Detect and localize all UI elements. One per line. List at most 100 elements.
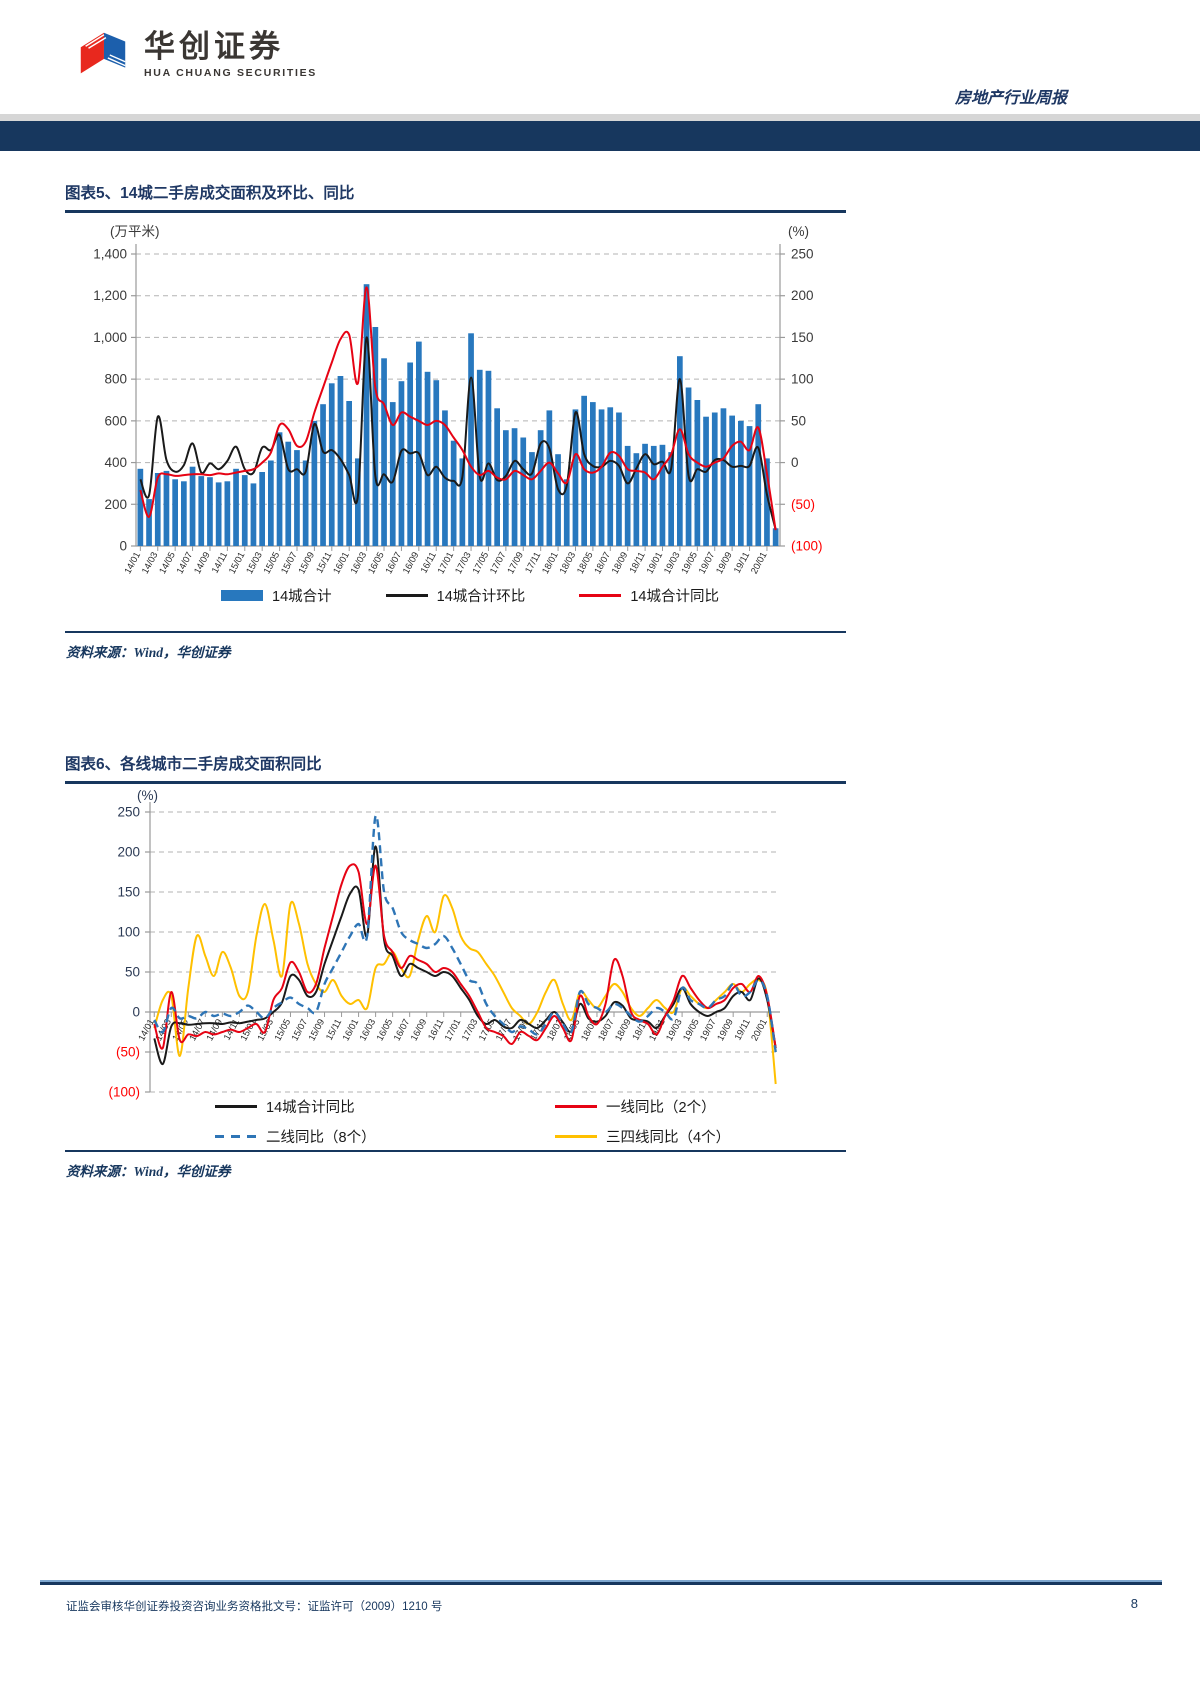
figure6-source: 资料来源：Wind，华创证券 <box>66 1164 231 1179</box>
legend-item-bar: 14城合计 <box>221 585 332 606</box>
svg-text:200: 200 <box>104 497 127 512</box>
svg-text:16/01: 16/01 <box>331 550 351 575</box>
svg-text:15/09: 15/09 <box>307 1017 327 1042</box>
legend-label: 三四线同比（4个） <box>606 1130 731 1146</box>
svg-text:14/03: 14/03 <box>140 550 160 575</box>
figure6-bottom-rule <box>65 1150 846 1152</box>
svg-text:15/03: 15/03 <box>244 550 264 575</box>
svg-text:17/03: 17/03 <box>453 550 473 575</box>
svg-text:17/05: 17/05 <box>471 550 491 575</box>
svg-text:1,400: 1,400 <box>93 247 127 262</box>
svg-text:(万平米): (万平米) <box>110 224 160 239</box>
footer-license-text: 证监会审核华创证券投资咨询业务资格批文号：证监许可（2009）1210 号 <box>66 1601 443 1613</box>
svg-text:50: 50 <box>125 965 140 980</box>
svg-text:20/01: 20/01 <box>749 1017 769 1042</box>
legend-swatch-blue-dashed-line <box>215 1134 257 1139</box>
legend-swatch-bar <box>221 590 264 601</box>
svg-text:18/03: 18/03 <box>558 550 578 575</box>
svg-text:600: 600 <box>104 413 127 428</box>
svg-text:19/09: 19/09 <box>715 1017 735 1042</box>
svg-text:(100): (100) <box>791 539 823 554</box>
legend-item-tier2: 二线同比（8个） <box>215 1126 555 1147</box>
page-number: 8 <box>1130 1596 1138 1611</box>
svg-text:16/05: 16/05 <box>366 550 386 575</box>
svg-text:14/01: 14/01 <box>122 550 142 575</box>
figure5-bottom-rule <box>65 631 846 633</box>
svg-text:19/03: 19/03 <box>662 550 682 575</box>
legend-label: 14城合计环比 <box>436 589 526 605</box>
legend-swatch-red-line <box>579 594 622 597</box>
svg-text:19/07: 19/07 <box>697 550 717 575</box>
legend-label: 二线同比（8个） <box>266 1130 376 1146</box>
svg-text:14/07: 14/07 <box>175 550 195 575</box>
svg-text:18/09: 18/09 <box>610 550 630 575</box>
figure6-title: 图表6、各线城市二手房成交面积同比 <box>65 752 846 784</box>
svg-text:18/01: 18/01 <box>540 550 560 575</box>
svg-text:15/01: 15/01 <box>227 550 247 575</box>
svg-text:400: 400 <box>104 455 127 470</box>
svg-text:800: 800 <box>104 372 127 387</box>
chart6-legend: 14城合计同比 一线同比（2个） 二线同比（8个） 三四线同比（4个） <box>80 1096 860 1147</box>
svg-text:(100): (100) <box>108 1085 140 1100</box>
svg-text:17/01: 17/01 <box>436 550 456 575</box>
svg-text:19/09: 19/09 <box>714 550 734 575</box>
svg-text:250: 250 <box>117 805 140 820</box>
legend-item-yoy: 14城合计同比 <box>579 585 719 606</box>
svg-text:19/05: 19/05 <box>679 550 699 575</box>
logo-cube-icon <box>80 31 126 74</box>
svg-text:18/07: 18/07 <box>592 550 612 575</box>
svg-text:(%): (%) <box>137 788 158 803</box>
figure5-source: 资料来源：Wind，华创证券 <box>66 645 231 660</box>
legend-swatch-red-line <box>555 1105 597 1108</box>
company-logo: 华创证券 HUA CHUANG SECURITIES <box>74 26 317 84</box>
footer-rule-light <box>40 1580 1162 1582</box>
svg-text:14/09: 14/09 <box>192 550 212 575</box>
svg-text:0: 0 <box>791 455 799 470</box>
svg-text:(%): (%) <box>788 224 809 239</box>
logo-text-cn: 华创证券 <box>144 28 284 64</box>
svg-text:14/09: 14/09 <box>204 1017 224 1042</box>
svg-text:200: 200 <box>117 845 140 860</box>
chart6-canvas: 250200150100500(50)(100)(%)14/0114/0314/… <box>108 788 780 1100</box>
legend-label: 14城合计同比 <box>266 1100 355 1116</box>
svg-text:1,000: 1,000 <box>93 330 127 345</box>
svg-text:50: 50 <box>791 413 806 428</box>
svg-text:1,200: 1,200 <box>93 288 127 303</box>
svg-text:18/05: 18/05 <box>575 550 595 575</box>
report-type-label: 房地产行业周报 <box>954 90 1067 107</box>
legend-swatch-yellow-line <box>555 1135 597 1138</box>
svg-text:17/09: 17/09 <box>511 1017 531 1042</box>
svg-text:250: 250 <box>791 247 814 262</box>
svg-text:100: 100 <box>117 925 140 940</box>
svg-text:16/03: 16/03 <box>349 550 369 575</box>
legend-item-mom: 14城合计环比 <box>385 585 526 606</box>
svg-text:(50): (50) <box>791 497 815 512</box>
footer-rule-navy <box>40 1582 1162 1585</box>
svg-text:19/01: 19/01 <box>645 550 665 575</box>
svg-text:15/09: 15/09 <box>296 550 316 575</box>
legend-item-tier34: 三四线同比（4个） <box>555 1126 855 1147</box>
legend-item-total-yoy: 14城合计同比 <box>215 1096 555 1117</box>
svg-text:100: 100 <box>791 372 814 387</box>
svg-text:16/07: 16/07 <box>383 550 403 575</box>
svg-text:20/01: 20/01 <box>749 550 769 575</box>
legend-swatch-black-line <box>215 1105 257 1108</box>
svg-text:14/05: 14/05 <box>157 550 177 575</box>
legend-swatch-black-line <box>385 594 428 597</box>
header-gray-band <box>0 114 1200 121</box>
chart5-legend: 14城合计 14城合计环比 14城合计同比 <box>80 585 860 606</box>
svg-text:200: 200 <box>791 288 814 303</box>
svg-text:150: 150 <box>791 330 814 345</box>
header-navy-band <box>0 121 1200 151</box>
legend-label: 14城合计 <box>272 589 332 605</box>
svg-text:15/05: 15/05 <box>262 550 282 575</box>
svg-text:16/09: 16/09 <box>401 550 421 575</box>
legend-item-tier1: 一线同比（2个） <box>555 1096 855 1117</box>
legend-label: 14城合计同比 <box>630 589 719 605</box>
svg-text:15/07: 15/07 <box>279 550 299 575</box>
chart5-canvas: 0 200 400 600 800 1,000 1,200 1,400 250 200 150 100… <box>93 224 823 575</box>
svg-text:17/09: 17/09 <box>505 550 525 575</box>
legend-label: 一线同比（2个） <box>606 1100 716 1116</box>
figure5-title: 图表5、14城二手房成交面积及环比、同比 <box>65 181 846 213</box>
